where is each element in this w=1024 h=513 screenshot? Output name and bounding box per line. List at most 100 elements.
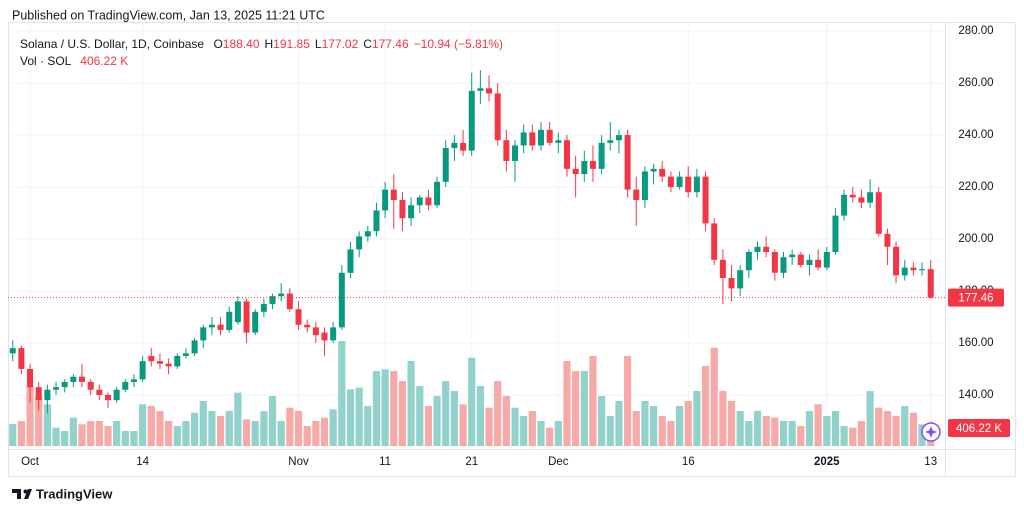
volume-bar <box>61 431 69 446</box>
candle-body <box>260 303 267 312</box>
candle-body <box>234 301 241 323</box>
icon-star[interactable] <box>925 426 937 438</box>
candle-body <box>373 210 380 232</box>
candle-body <box>434 181 441 206</box>
volume-bar <box>433 396 441 446</box>
volume-bar <box>9 424 17 446</box>
volume-bar <box>424 406 433 446</box>
volume-bar <box>494 381 502 446</box>
candle-body <box>650 168 657 172</box>
volume-bar <box>710 347 718 446</box>
brand-logo-dot <box>23 489 28 494</box>
candle-body <box>841 194 848 216</box>
candle-body <box>399 200 406 219</box>
candle-body <box>927 269 934 298</box>
volume-bar <box>381 369 389 446</box>
last-volume-tag <box>948 419 1010 437</box>
volume-bar <box>892 416 900 446</box>
candle-body <box>61 381 68 388</box>
volume-bar <box>390 371 398 446</box>
volume-bar <box>684 401 692 446</box>
candle-body <box>797 254 804 265</box>
candle-body <box>416 197 423 206</box>
candle-body <box>754 246 761 253</box>
x-tick-label: 21 <box>465 456 478 468</box>
candle-body <box>702 176 709 224</box>
x-tick-label: 2025 <box>814 456 840 468</box>
volume-bar <box>312 421 320 446</box>
volume-bar <box>615 401 623 446</box>
candle-body <box>676 176 683 188</box>
volume-bar <box>762 416 770 446</box>
volume-bar <box>719 391 727 446</box>
candle-body <box>364 231 371 237</box>
candle-body <box>910 267 917 271</box>
volume-bar <box>329 409 337 446</box>
volume-bar <box>554 421 562 446</box>
candle-body <box>546 129 553 143</box>
volume-bar <box>286 407 294 446</box>
volume-bar <box>745 421 753 446</box>
candle-body <box>18 348 25 369</box>
volume-bar <box>346 389 355 446</box>
candle-body <box>771 252 778 273</box>
candle-body <box>468 90 475 151</box>
candle-body <box>347 249 354 273</box>
y-tick-label: 240.00 <box>958 129 993 141</box>
candle-body <box>87 381 94 390</box>
volume-bar <box>338 341 346 446</box>
candle-body <box>572 168 579 175</box>
volume-bar <box>831 411 840 446</box>
volume-bar <box>364 406 372 446</box>
candle-body <box>156 361 163 364</box>
candle-body <box>711 223 718 260</box>
y-tick-label: 200.00 <box>958 233 993 245</box>
brand: TradingView <box>12 486 113 501</box>
volume-value: 406.22 K <box>80 54 128 68</box>
volume-bar <box>52 427 60 446</box>
volume-bar <box>624 356 632 446</box>
volume-bar <box>268 396 277 446</box>
candle-body <box>70 376 77 382</box>
candle-body <box>745 252 752 271</box>
candle-body <box>425 197 432 206</box>
symbol-title: Solana / U.S. Dollar, 1D, Coinbase <box>20 37 204 51</box>
candle-body <box>728 277 735 289</box>
volume-bar <box>234 392 242 446</box>
grid <box>8 22 945 449</box>
legend-value: 177.02 <box>322 37 359 51</box>
candle-body <box>148 355 155 362</box>
volume-bar <box>113 421 121 446</box>
volume-bar <box>771 417 779 446</box>
x-tick-label: 13 <box>924 456 937 468</box>
candle-body <box>589 161 596 169</box>
volume-bar <box>173 426 181 446</box>
candle-body <box>633 189 640 201</box>
volume-legend: Vol · SOL 406.22 K <box>20 54 128 68</box>
volume-bar <box>511 407 519 446</box>
axes: 140.00160.00180.00200.00220.00240.00260.… <box>8 25 1010 468</box>
volume-bar <box>147 406 155 446</box>
candle-body <box>615 135 622 141</box>
candle-body <box>53 387 60 390</box>
candle-body <box>243 301 250 333</box>
assistant-icon[interactable] <box>921 422 941 442</box>
brand-name: TradingView <box>36 486 113 501</box>
volume-bar <box>849 427 857 446</box>
candle-body <box>529 132 536 146</box>
candle-body <box>252 311 259 333</box>
volume-bar <box>649 406 658 446</box>
last-price-label: 177.46 <box>958 293 993 305</box>
volume-bar <box>260 411 268 446</box>
candle-body <box>477 88 484 91</box>
volume-bar <box>130 431 138 446</box>
y-tick-label: 220.00 <box>958 181 993 193</box>
candle-body <box>901 267 908 276</box>
volume-bar <box>485 407 493 446</box>
candle-body <box>919 269 926 271</box>
volume-bar <box>875 407 883 446</box>
candle-body <box>96 389 103 395</box>
volume-bar <box>788 421 796 446</box>
x-tick-label: 14 <box>136 456 149 468</box>
volume-bar <box>121 431 129 446</box>
